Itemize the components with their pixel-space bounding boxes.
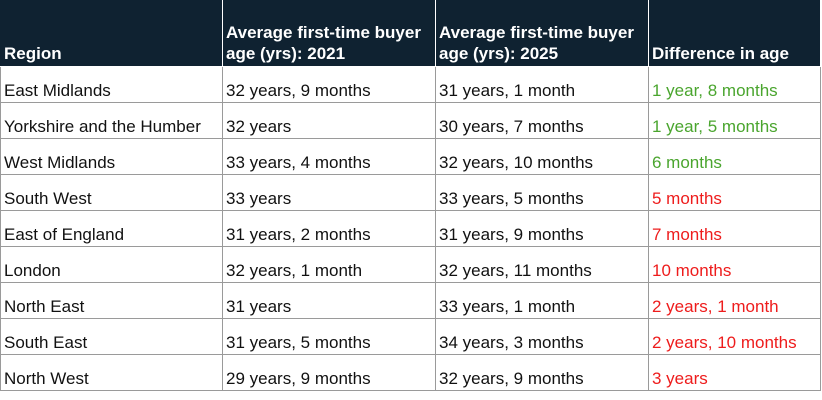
difference-cell: 6 months — [648, 138, 821, 175]
age-2021-cell: 31 years — [222, 282, 436, 319]
table-row: South West 33 years 33 years, 5 months 5 mo… — [0, 174, 821, 211]
age-2021-cell: 32 years, 9 months — [222, 66, 436, 103]
header-row: Region Average first-time buyer age (yrs… — [0, 0, 821, 67]
age-2021-cell: 32 years, 1 month — [222, 246, 436, 283]
age-2025-cell: 32 years, 11 months — [435, 246, 649, 283]
age-2025-cell: 31 years, 1 month — [435, 66, 649, 103]
header-difference: Difference in age — [648, 0, 821, 67]
age-2025-cell: 33 years, 1 month — [435, 282, 649, 319]
difference-cell: 3 years — [648, 354, 821, 391]
region-cell: Yorkshire and the Humber — [0, 102, 223, 139]
difference-cell: 1 year, 5 months — [648, 102, 821, 139]
region-cell: East of England — [0, 210, 223, 247]
age-2021-cell: 31 years, 2 months — [222, 210, 436, 247]
table-header: Region Average first-time buyer age (yrs… — [0, 0, 821, 67]
age-2025-cell: 34 years, 3 months — [435, 318, 649, 355]
age-2021-cell: 31 years, 5 months — [222, 318, 436, 355]
age-2021-cell: 33 years — [222, 174, 436, 211]
first-time-buyer-age-table: Region Average first-time buyer age (yrs… — [0, 0, 821, 391]
table-row: West Midlands 33 years, 4 months 32 years,… — [0, 138, 821, 175]
age-2025-cell: 30 years, 7 months — [435, 102, 649, 139]
table-row: London 32 years, 1 month 32 years, 11 mont… — [0, 246, 821, 283]
header-age-2021: Average first-time buyer age (yrs): 2021 — [222, 0, 436, 67]
region-cell: London — [0, 246, 223, 283]
age-2025-cell: 32 years, 9 months — [435, 354, 649, 391]
table-row: East of England 31 years, 2 months 31 year… — [0, 210, 821, 247]
age-2021-cell: 32 years — [222, 102, 436, 139]
age-2025-cell: 33 years, 5 months — [435, 174, 649, 211]
age-2025-cell: 32 years, 10 months — [435, 138, 649, 175]
table-row: North West 29 years, 9 months 32 years, 9 … — [0, 354, 821, 391]
difference-cell: 2 years, 10 months — [648, 318, 821, 355]
age-2021-cell: 29 years, 9 months — [222, 354, 436, 391]
region-cell: South East — [0, 318, 223, 355]
header-age-2025: Average first-time buyer age (yrs): 2025 — [435, 0, 649, 67]
region-cell: North East — [0, 282, 223, 319]
difference-cell: 1 year, 8 months — [648, 66, 821, 103]
region-cell: North West — [0, 354, 223, 391]
table-row: Yorkshire and the Humber 32 years 30 years… — [0, 102, 821, 139]
difference-cell: 2 years, 1 month — [648, 282, 821, 319]
region-cell: East Midlands — [0, 66, 223, 103]
difference-cell: 7 months — [648, 210, 821, 247]
table-row: South East 31 years, 5 months 34 years, 3 … — [0, 318, 821, 355]
table-row: North East 31 years 33 years, 1 month 2 yea… — [0, 282, 821, 319]
region-cell: South West — [0, 174, 223, 211]
difference-cell: 5 months — [648, 174, 821, 211]
header-region: Region — [0, 0, 223, 67]
table-row: East Midlands 32 years, 9 months 31 years,… — [0, 66, 821, 103]
difference-cell: 10 months — [648, 246, 821, 283]
region-cell: West Midlands — [0, 138, 223, 175]
age-2025-cell: 31 years, 9 months — [435, 210, 649, 247]
age-2021-cell: 33 years, 4 months — [222, 138, 436, 175]
table-body: East Midlands 32 years, 9 months 31 years,… — [0, 66, 821, 391]
